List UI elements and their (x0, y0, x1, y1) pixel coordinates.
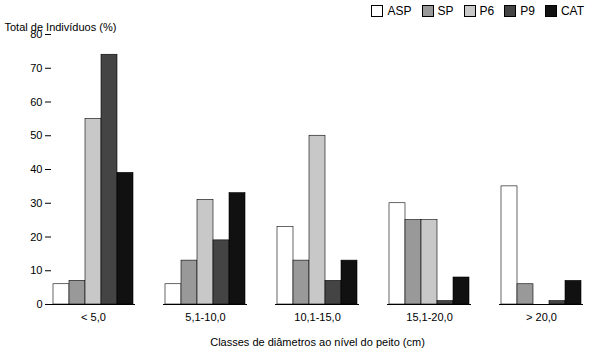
svg-text:< 5,0: < 5,0 (81, 311, 106, 323)
svg-text:Classes de diâmetros ao nível: Classes de diâmetros ao nível do peito (… (210, 336, 425, 348)
svg-text:0: 0 (36, 298, 42, 310)
svg-text:15,1-20,0: 15,1-20,0 (406, 311, 452, 323)
html-text:CAT: CAT (560, 4, 584, 18)
svg-text:10: 10 (30, 264, 42, 276)
html-text:P9: P9 (520, 4, 535, 18)
svg-text:20: 20 (30, 231, 42, 243)
html-text:P6: P6 (479, 4, 495, 18)
svg-text:80: 80 (30, 28, 43, 40)
html-text:SP: SP (437, 4, 454, 18)
svg-text:40: 40 (30, 163, 42, 175)
svg-text:60: 60 (30, 96, 42, 108)
html-text:ASP: ASP (387, 4, 412, 18)
svg-text:70: 70 (30, 62, 42, 74)
svg-text:Total de Indivíduos (%): Total de Indivíduos (%) (5, 21, 117, 33)
svg-text:10,1-15,0: 10,1-15,0 (294, 311, 340, 323)
svg-text:5,1-10,0: 5,1-10,0 (185, 311, 225, 323)
svg-text:30: 30 (30, 197, 42, 209)
svg-text:> 20,0: > 20,0 (526, 311, 557, 323)
svg-text:50: 50 (30, 129, 42, 141)
